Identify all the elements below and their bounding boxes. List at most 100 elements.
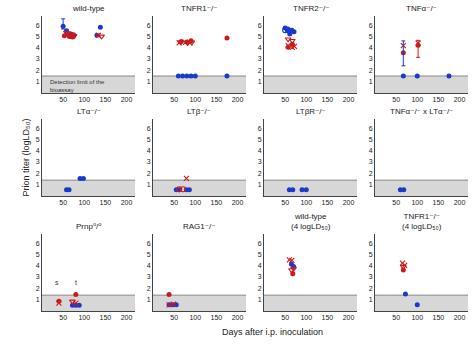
svg-text:5: 5: [147, 136, 151, 143]
svg-text:150: 150: [433, 199, 445, 206]
svg-text:1: 1: [147, 181, 151, 188]
svg-text:TNFR1⁻/⁻(4 logLD₅₀): TNFR1⁻/⁻(4 logLD₅₀): [402, 212, 442, 231]
svg-text:Days after i.p. inoculation: Days after i.p. inoculation: [222, 327, 323, 337]
svg-text:6: 6: [258, 240, 262, 247]
svg-text:1: 1: [36, 181, 40, 188]
svg-text:6: 6: [258, 125, 262, 132]
svg-text:4: 4: [36, 262, 40, 269]
svg-text:4: 4: [258, 147, 262, 154]
svg-text:3: 3: [258, 273, 262, 280]
svg-text:5: 5: [36, 33, 40, 40]
svg-text:5: 5: [258, 33, 262, 40]
svg-text:1: 1: [369, 181, 373, 188]
svg-text:4: 4: [258, 44, 262, 51]
svg-text:wild-type: wild-type: [72, 4, 105, 13]
svg-text:2: 2: [147, 67, 151, 74]
svg-text:200: 200: [343, 314, 355, 321]
svg-text:2: 2: [36, 170, 40, 177]
svg-text:1: 1: [258, 296, 262, 303]
svg-text:100: 100: [78, 314, 90, 321]
svg-text:TNFR1⁻/⁻: TNFR1⁻/⁻: [181, 4, 217, 13]
svg-text:4: 4: [369, 262, 373, 269]
svg-text:200: 200: [121, 96, 133, 103]
svg-text:50: 50: [392, 199, 400, 206]
svg-text:100: 100: [411, 199, 423, 206]
svg-text:6: 6: [36, 22, 40, 29]
svg-text:150: 150: [433, 96, 445, 103]
svg-text:4: 4: [36, 147, 40, 154]
svg-text:6: 6: [147, 125, 151, 132]
svg-text:TNFα⁻/⁻: TNFα⁻/⁻: [406, 4, 437, 13]
svg-text:6: 6: [258, 22, 262, 29]
svg-text:150: 150: [322, 314, 334, 321]
svg-text:50: 50: [170, 199, 178, 206]
svg-text:2: 2: [258, 67, 262, 74]
svg-text:1: 1: [258, 78, 262, 85]
svg-text:3: 3: [258, 55, 262, 62]
svg-text:150: 150: [211, 96, 223, 103]
svg-text:3: 3: [369, 158, 373, 165]
svg-text:6: 6: [369, 240, 373, 247]
svg-text:3: 3: [258, 158, 262, 165]
svg-text:100: 100: [411, 314, 423, 321]
svg-text:1: 1: [147, 78, 151, 85]
svg-text:TNFR2⁻/⁻: TNFR2⁻/⁻: [293, 4, 329, 13]
svg-text:50: 50: [170, 314, 178, 321]
svg-text:3: 3: [147, 273, 151, 280]
svg-text:150: 150: [100, 199, 112, 206]
svg-text:2: 2: [36, 285, 40, 292]
svg-text:50: 50: [59, 96, 67, 103]
svg-text:1: 1: [36, 78, 40, 85]
svg-text:50: 50: [392, 96, 400, 103]
svg-text:5: 5: [258, 251, 262, 258]
svg-text:100: 100: [78, 96, 90, 103]
svg-text:2: 2: [369, 285, 373, 292]
svg-text:2: 2: [369, 170, 373, 177]
svg-text:TNFα⁻/⁻ x LTα⁻/⁻: TNFα⁻/⁻ x LTα⁻/⁻: [390, 107, 453, 116]
svg-text:200: 200: [232, 96, 244, 103]
svg-text:150: 150: [211, 199, 223, 206]
svg-text:1: 1: [147, 296, 151, 303]
svg-text:6: 6: [369, 22, 373, 29]
svg-text:5: 5: [369, 33, 373, 40]
svg-text:3: 3: [36, 158, 40, 165]
svg-text:50: 50: [392, 314, 400, 321]
svg-text:100: 100: [300, 96, 312, 103]
svg-text:100: 100: [411, 96, 423, 103]
svg-text:50: 50: [59, 199, 67, 206]
svg-text:200: 200: [121, 314, 133, 321]
svg-text:LTβR⁻/⁻: LTβR⁻/⁻: [296, 107, 326, 116]
svg-text:2: 2: [369, 67, 373, 74]
svg-text:100: 100: [300, 199, 312, 206]
svg-text:s: s: [55, 279, 59, 286]
svg-text:2: 2: [258, 285, 262, 292]
svg-text:4: 4: [258, 262, 262, 269]
svg-text:200: 200: [454, 314, 466, 321]
svg-text:2: 2: [147, 170, 151, 177]
svg-text:t: t: [75, 279, 77, 286]
svg-text:50: 50: [59, 314, 67, 321]
svg-text:200: 200: [454, 199, 466, 206]
svg-text:100: 100: [189, 314, 201, 321]
svg-text:1: 1: [369, 78, 373, 85]
svg-text:50: 50: [281, 314, 289, 321]
svg-text:150: 150: [433, 314, 445, 321]
svg-text:4: 4: [147, 147, 151, 154]
svg-text:150: 150: [100, 314, 112, 321]
svg-text:4: 4: [36, 44, 40, 51]
svg-text:Prnp⁰/⁰: Prnp⁰/⁰: [76, 222, 102, 231]
svg-text:2: 2: [36, 67, 40, 74]
svg-text:100: 100: [78, 199, 90, 206]
svg-text:6: 6: [147, 240, 151, 247]
svg-text:100: 100: [189, 96, 201, 103]
svg-text:Prion titer (logLD₅₀): Prion titer (logLD₅₀): [21, 119, 31, 197]
svg-text:6: 6: [369, 125, 373, 132]
svg-text:200: 200: [343, 96, 355, 103]
svg-text:50: 50: [281, 96, 289, 103]
svg-text:150: 150: [100, 96, 112, 103]
svg-text:1: 1: [36, 296, 40, 303]
svg-text:50: 50: [170, 96, 178, 103]
svg-text:150: 150: [211, 314, 223, 321]
svg-text:1: 1: [258, 181, 262, 188]
svg-text:50: 50: [281, 199, 289, 206]
